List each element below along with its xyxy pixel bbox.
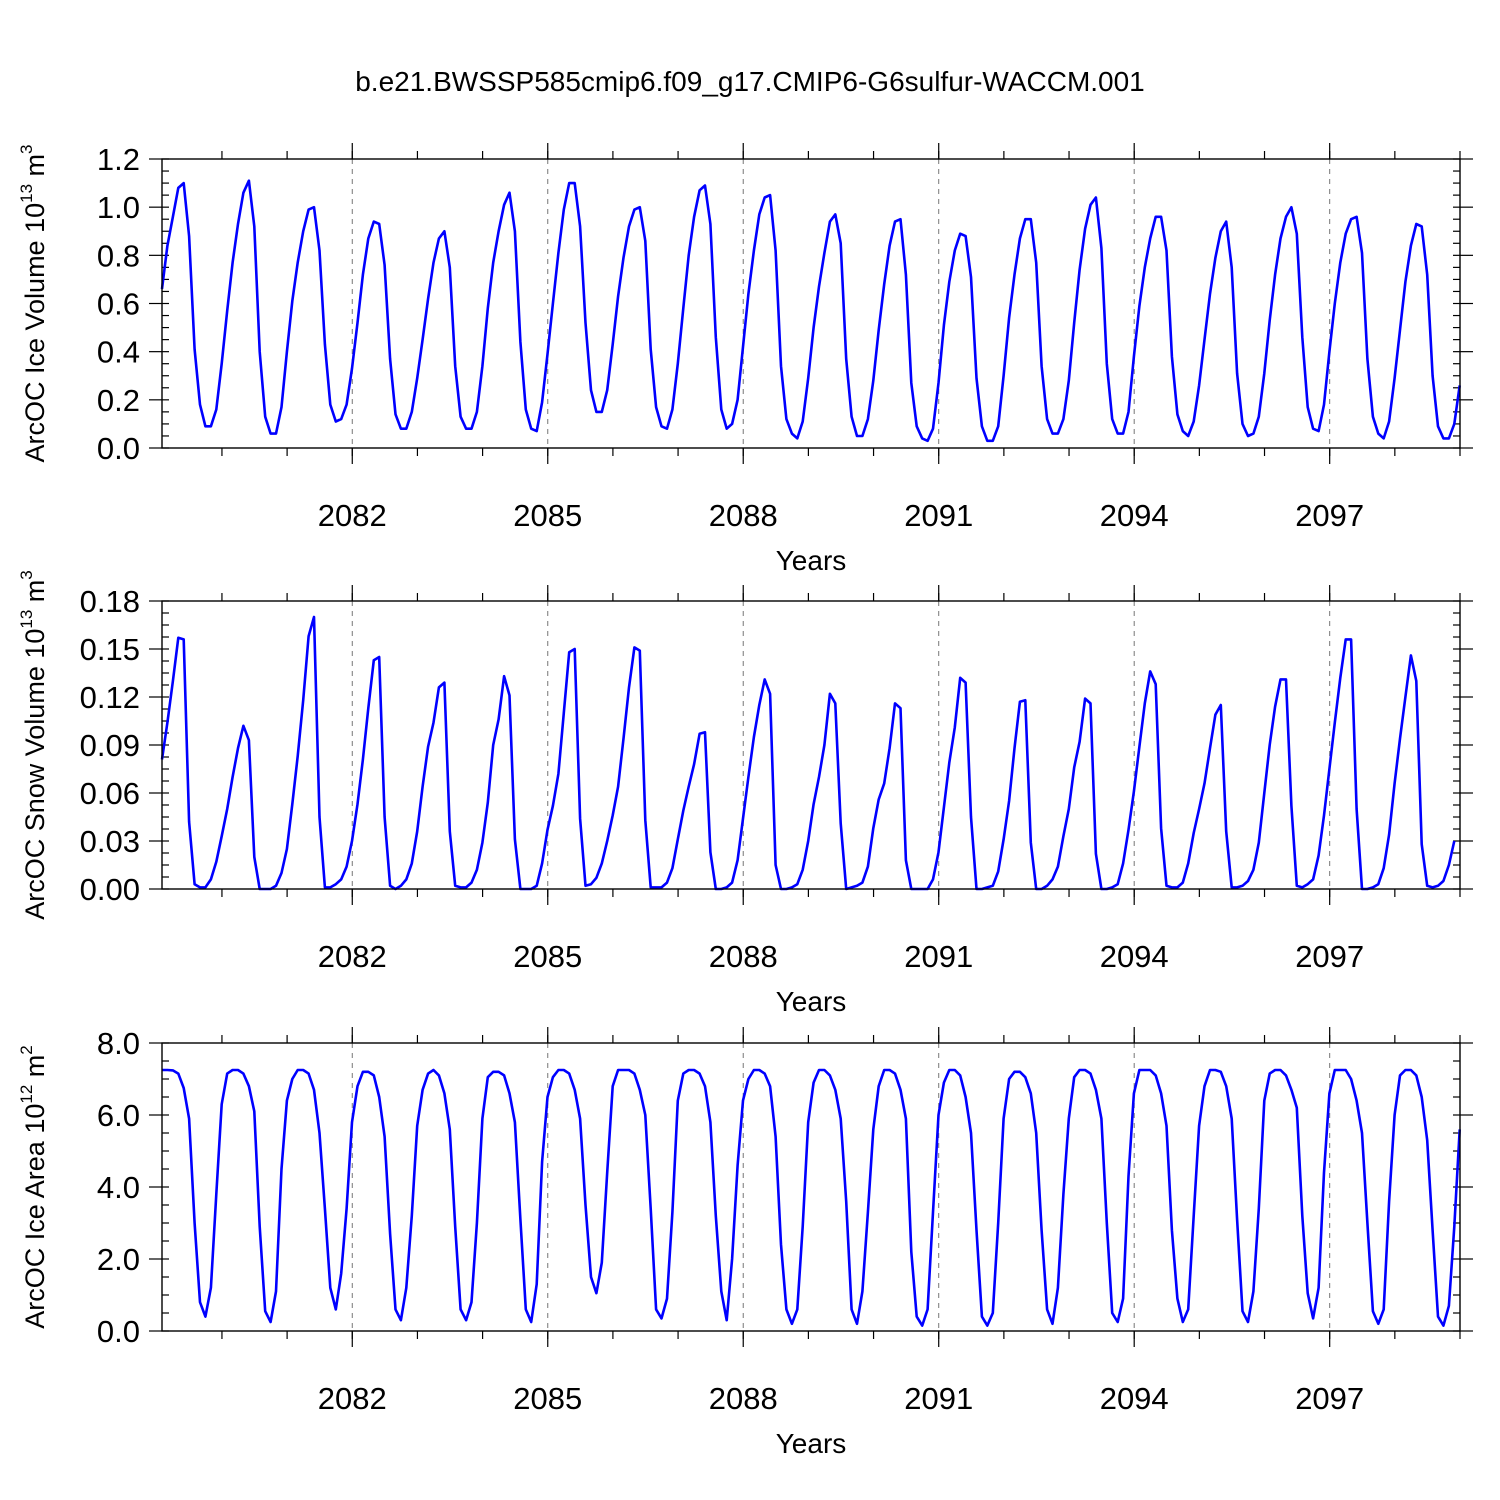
y-tick-label: 1.0 [97, 190, 140, 225]
plot-frame [161, 1042, 1461, 1332]
x-tick-label: 2097 [1295, 498, 1364, 533]
series-line-1 [160, 615, 1456, 891]
y-tick-label: 6.0 [97, 1098, 140, 1133]
x-tick-label: 2097 [1295, 1381, 1364, 1416]
x-tick-label: 2097 [1295, 939, 1364, 974]
y-axis-label: ArcOC Snow Volume 1013 m3 [17, 570, 50, 920]
y-tick-label: 4.0 [97, 1170, 140, 1205]
x-axis-label: Years [776, 1428, 847, 1459]
y-axis-label-superscript: 12 [17, 1085, 36, 1104]
x-axis-label: Years [776, 545, 847, 576]
plot-frame [161, 600, 1461, 890]
panel-3: 0.0 2.0 4.0 6.0 8.0 2082 2085 2088 2091 2094 2097 Y… [17, 1026, 1473, 1459]
y-tick-label: 8.0 [97, 1026, 140, 1061]
y-tick-label: 0.6 [97, 287, 140, 322]
y-axis-label-text: m [20, 580, 50, 610]
y-axis-label-text: ArcOC Ice Volume 10 [20, 203, 50, 463]
y-axis-label-superscript: 3 [17, 570, 36, 579]
x-tick-label: 2094 [1100, 498, 1169, 533]
y-tick-label: 0.03 [80, 824, 140, 859]
x-tick-label: 2085 [513, 1381, 582, 1416]
y-tick-label: 0.09 [80, 728, 140, 763]
panel-1: 0.0 0.2 0.4 0.6 0.8 1.0 1.2 2082 2085 2088 2091 209… [17, 142, 1473, 576]
series-line-1 [162, 1068, 1461, 1327]
y-tick-label: 0.06 [80, 776, 140, 811]
y-axis-label-superscript: 2 [17, 1045, 36, 1054]
x-tick-label: 2091 [904, 498, 973, 533]
x-tick-label: 2094 [1100, 939, 1169, 974]
panel-2: 0.00 0.03 0.06 0.09 0.12 0.15 0.18 2082 2085 2088… [17, 570, 1473, 1017]
y-axis-label: ArcOC Ice Volume 1013 m3 [17, 144, 50, 462]
y-axis-label-superscript: 13 [17, 184, 36, 203]
y-axis-label-text: m [20, 154, 50, 184]
main-title: b.e21.BWSSP585cmip6.f09_g17.CMIP6-G6sulf… [355, 66, 1145, 97]
y-axis-label-superscript: 13 [17, 610, 36, 629]
y-tick-label: 0.2 [97, 383, 140, 418]
x-tick-label: 2091 [904, 1381, 973, 1416]
y-axis-label-superscript: 3 [17, 144, 36, 153]
x-tick-label: 2091 [904, 939, 973, 974]
x-axis-label: Years [776, 986, 847, 1017]
y-axis-label-text: m [20, 1055, 50, 1085]
x-tick-label: 2082 [318, 939, 387, 974]
plot-frame [161, 158, 1461, 449]
series-line-1 [160, 179, 1461, 443]
y-tick-label: 0.15 [80, 632, 140, 667]
y-axis-label-text: ArcOC Ice Area 10 [20, 1104, 50, 1329]
x-tick-label: 2082 [318, 498, 387, 533]
y-tick-label: 2.0 [97, 1242, 140, 1277]
x-tick-label: 2085 [513, 939, 582, 974]
y-tick-label: 0.0 [97, 1314, 140, 1349]
x-tick-label: 2088 [709, 498, 778, 533]
y-tick-label: 1.2 [97, 142, 140, 177]
y-axis-label: ArcOC Ice Area 1012 m2 [17, 1045, 50, 1329]
y-tick-label: 0.00 [80, 872, 140, 907]
y-tick-label: 0.4 [97, 335, 140, 370]
y-tick-label: 0.0 [97, 431, 140, 466]
y-tick-label: 0.18 [80, 584, 140, 619]
x-tick-label: 2094 [1100, 1381, 1169, 1416]
x-tick-label: 2088 [709, 939, 778, 974]
y-tick-label: 0.8 [97, 238, 140, 273]
x-tick-label: 2082 [318, 1381, 387, 1416]
x-tick-label: 2088 [709, 1381, 778, 1416]
y-axis-label-text: ArcOC Snow Volume 10 [20, 629, 50, 920]
x-tick-label: 2085 [513, 498, 582, 533]
y-tick-label: 0.12 [80, 680, 140, 715]
